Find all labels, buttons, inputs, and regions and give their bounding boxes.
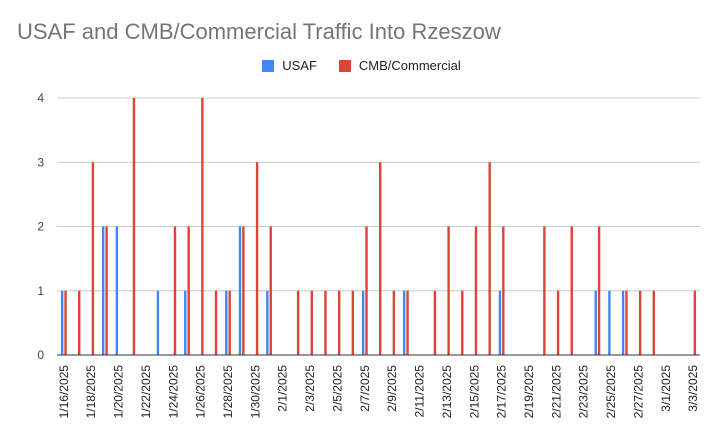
- bar-usaf: [402, 290, 406, 355]
- bar-usaf: [266, 290, 269, 355]
- bar-cmb-commercial: [310, 290, 313, 355]
- legend-item-cmb-commercial[interactable]: CMB/Commercial: [338, 58, 461, 73]
- bar-cmb-commercial: [502, 226, 505, 355]
- bar-cmb-commercial: [337, 290, 341, 355]
- x-tick-label: 2/1/2025: [276, 365, 290, 412]
- x-tick-label: 1/28/2025: [221, 365, 235, 419]
- x-tick-label: 1/18/2025: [84, 365, 98, 419]
- bar-cmb-commercial: [433, 290, 437, 355]
- y-tick-label: 2: [37, 220, 44, 234]
- legend-swatch-cmb-commercial: [338, 59, 351, 72]
- bar-usaf: [498, 290, 502, 355]
- bar-cmb-commercial: [64, 290, 67, 355]
- bar-usaf: [184, 290, 187, 355]
- bar-cmb-commercial: [652, 290, 656, 355]
- bar-cmb-commercial: [296, 290, 300, 355]
- bar-usaf: [115, 226, 119, 355]
- bar-usaf: [361, 290, 365, 355]
- x-tick-label: 1/24/2025: [166, 365, 180, 419]
- bar-cmb-commercial: [351, 290, 355, 355]
- legend-label-cmb-commercial: CMB/Commercial: [358, 58, 461, 73]
- bar-cmb-commercial: [406, 290, 409, 355]
- bar-cmb-commercial: [597, 226, 601, 355]
- x-tick-label: 2/25/2025: [604, 365, 618, 419]
- bar-cmb-commercial: [132, 98, 136, 355]
- x-tick-label: 2/23/2025: [577, 365, 591, 419]
- bar-cmb-commercial: [242, 226, 245, 355]
- bar-usaf: [225, 290, 228, 355]
- bar-usaf: [101, 226, 105, 355]
- bar-usaf: [156, 290, 160, 355]
- bar-cmb-commercial: [324, 290, 327, 355]
- bar-usaf: [238, 226, 242, 355]
- bar-usaf: [621, 290, 625, 355]
- y-tick-label: 3: [37, 155, 44, 169]
- bar-cmb-commercial: [105, 226, 108, 355]
- bar-cmb-commercial: [488, 162, 491, 355]
- x-tick-label: 1/30/2025: [248, 365, 262, 419]
- bar-cmb-commercial: [447, 226, 450, 355]
- x-tick-label: 1/26/2025: [194, 365, 208, 419]
- x-tick-label: 2/19/2025: [522, 365, 536, 419]
- x-tick-label: 2/27/2025: [631, 365, 645, 419]
- x-tick-label: 1/22/2025: [139, 365, 153, 419]
- bar-cmb-commercial: [461, 290, 464, 355]
- x-tick-label: 2/9/2025: [385, 365, 399, 412]
- x-tick-label: 3/1/2025: [659, 365, 673, 412]
- legend-swatch-usaf: [262, 59, 275, 72]
- bar-cmb-commercial: [556, 290, 560, 355]
- bar-cmb-commercial: [173, 226, 177, 355]
- bar-cmb-commercial: [543, 226, 546, 355]
- legend-item-usaf[interactable]: USAF: [262, 58, 317, 73]
- x-tick-label: 2/15/2025: [467, 365, 481, 419]
- x-tick-label: 2/7/2025: [358, 365, 372, 412]
- x-tick-label: 2/3/2025: [303, 365, 317, 412]
- legend-label-usaf: USAF: [282, 58, 317, 73]
- x-tick-label: 3/3/2025: [686, 365, 700, 412]
- y-tick-label: 4: [37, 91, 44, 105]
- bar-cmb-commercial: [91, 162, 95, 355]
- bar-cmb-commercial: [638, 290, 642, 355]
- x-tick-label: 2/11/2025: [413, 365, 427, 418]
- x-tick-label: 1/16/2025: [57, 365, 71, 419]
- bar-cmb-commercial: [269, 226, 272, 355]
- bar-cmb-commercial: [693, 290, 697, 355]
- x-tick-label: 1/20/2025: [112, 365, 126, 419]
- x-tick-label: 2/21/2025: [549, 365, 563, 419]
- bar-cmb-commercial: [625, 290, 628, 355]
- bar-usaf: [608, 290, 611, 355]
- x-tick-label: 2/13/2025: [440, 365, 454, 419]
- bar-cmb-commercial: [214, 290, 218, 355]
- bar-cmb-commercial: [228, 290, 231, 355]
- bar-usaf: [60, 290, 64, 355]
- bar-cmb-commercial: [379, 162, 382, 355]
- legend: USAF CMB/Commercial: [0, 58, 723, 73]
- bar-cmb-commercial: [78, 290, 81, 355]
- y-tick-label: 1: [37, 284, 44, 298]
- chart-title: USAF and CMB/Commercial Traffic Into Rze…: [17, 19, 501, 44]
- bar-cmb-commercial: [570, 226, 573, 355]
- x-tick-label: 2/17/2025: [495, 365, 509, 419]
- bar-cmb-commercial: [187, 226, 190, 355]
- bar-cmb-commercial: [474, 226, 478, 355]
- x-tick-label: 2/5/2025: [330, 365, 344, 412]
- bar-cmb-commercial: [255, 162, 259, 355]
- bar-cmb-commercial: [365, 226, 368, 355]
- bar-usaf: [594, 290, 597, 355]
- bar-cmb-commercial: [392, 290, 396, 355]
- y-tick-label: 0: [37, 348, 44, 362]
- bar-cmb-commercial: [201, 98, 204, 355]
